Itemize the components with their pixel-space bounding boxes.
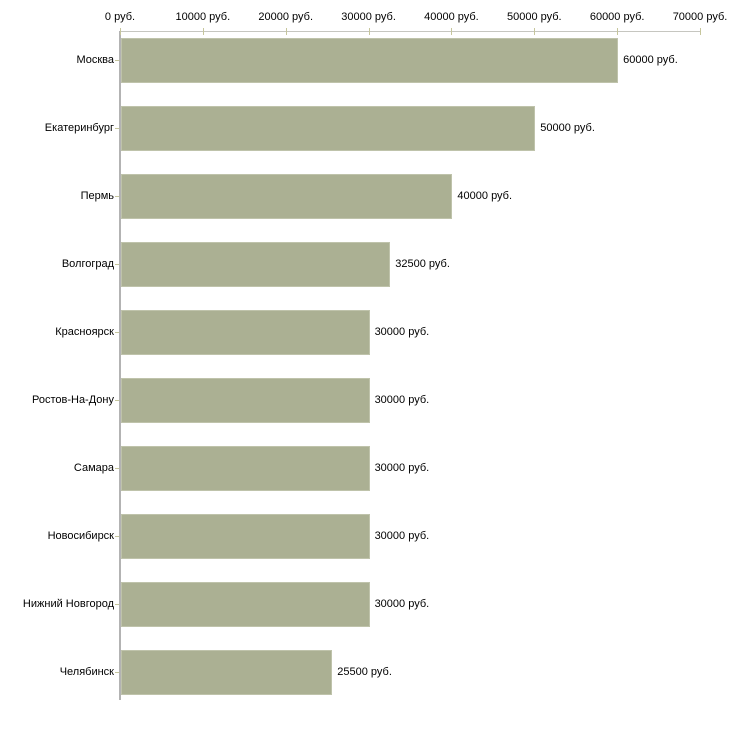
category-label: Челябинск <box>59 666 114 678</box>
category-label: Нижний Новгород <box>22 598 114 610</box>
x-tick-label: 40000 руб. <box>424 11 479 23</box>
category-label: Москва <box>76 54 114 66</box>
bar-value-label: 30000 руб. <box>374 598 430 610</box>
x-tick-mark <box>700 28 701 35</box>
category-tick-mark <box>115 672 119 673</box>
x-tick-label: 30000 руб. <box>341 11 396 23</box>
x-tick-label: 20000 руб. <box>258 11 314 23</box>
x-tick-label: 0 руб. <box>104 11 136 23</box>
category-tick-mark <box>115 400 119 401</box>
x-tick-mark <box>285 28 287 35</box>
x-tick-mark <box>202 28 204 35</box>
category-tick-mark <box>115 468 119 469</box>
x-tick-mark <box>368 28 370 35</box>
x-tick-label: 50000 руб. <box>506 11 562 23</box>
bar-value-label: 30000 руб. <box>374 462 430 474</box>
x-tick-label: 70000 руб. <box>672 11 728 23</box>
bar-value-label: 30000 руб. <box>374 326 430 338</box>
x-tick-mark <box>534 28 536 35</box>
bar-value-label: 30000 руб. <box>374 530 430 542</box>
x-tick-mark <box>617 28 619 35</box>
x-tick-label: 60000 руб. <box>589 11 645 23</box>
bar-value-label: 50000 руб. <box>540 122 595 134</box>
category-label: Самара <box>73 462 114 474</box>
bar <box>121 105 536 151</box>
bar <box>121 581 370 627</box>
bar <box>121 241 391 287</box>
category-label: Екатеринбург <box>44 122 114 134</box>
category-label: Ростов-На-Дону <box>31 394 114 406</box>
category-tick-mark <box>115 332 119 333</box>
x-axis-line <box>120 31 700 32</box>
category-tick-mark <box>115 128 119 129</box>
bar-value-label: 30000 руб. <box>374 394 430 406</box>
bar <box>121 37 619 83</box>
category-label: Волгоград <box>61 258 114 270</box>
category-label: Новосибирск <box>47 530 114 542</box>
bar-value-label: 25500 руб. <box>337 666 392 678</box>
x-tick-label: 10000 руб. <box>175 11 231 23</box>
bar <box>121 513 370 559</box>
y-axis-line <box>119 31 121 700</box>
category-tick-mark <box>115 196 119 197</box>
bar-value-label: 60000 руб. <box>623 54 678 66</box>
bar <box>121 173 453 219</box>
category-tick-mark <box>115 60 119 61</box>
bar <box>121 309 370 355</box>
bar-value-label: 32500 руб. <box>395 258 450 270</box>
category-tick-mark <box>115 604 119 605</box>
bar <box>121 377 370 423</box>
bar <box>121 445 370 491</box>
bar-value-label: 40000 руб. <box>457 190 513 202</box>
category-label: Красноярск <box>55 326 114 338</box>
category-tick-mark <box>115 264 119 265</box>
category-label: Пермь <box>80 190 114 202</box>
bar <box>121 649 333 695</box>
x-tick-mark <box>451 28 453 35</box>
x-tick-mark <box>120 28 121 35</box>
category-tick-mark <box>115 536 119 537</box>
